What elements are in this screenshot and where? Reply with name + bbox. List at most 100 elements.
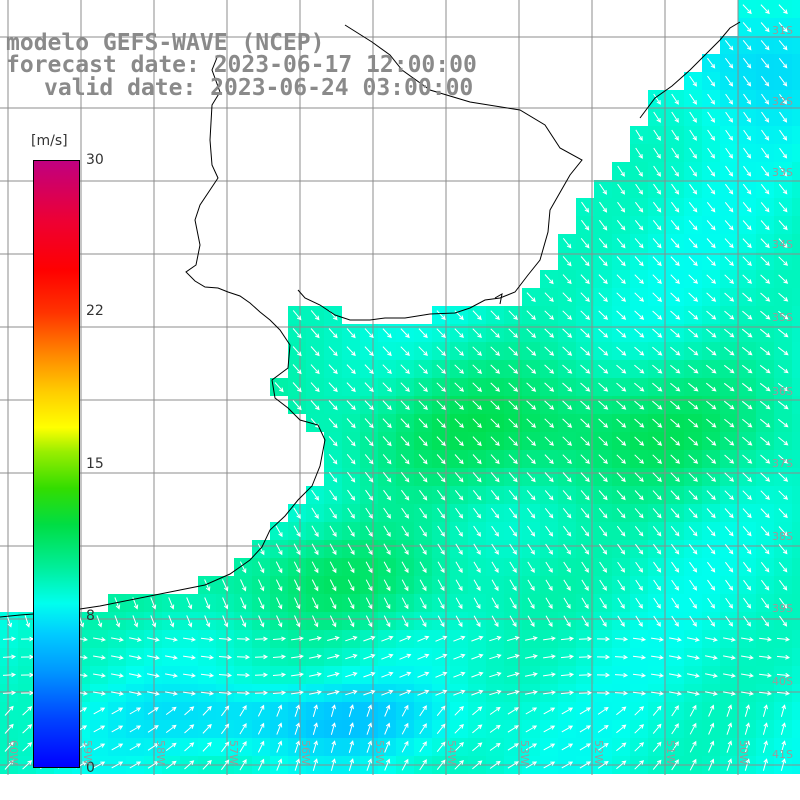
wind-arrow xyxy=(598,256,608,267)
wind-arrow xyxy=(579,761,592,769)
colorbar-tick-30: 30 xyxy=(86,152,104,168)
wind-arrow xyxy=(454,364,465,374)
wind-arrow xyxy=(348,740,354,753)
wind-arrow xyxy=(562,364,573,374)
wind-arrow xyxy=(419,615,427,628)
wind-arrow xyxy=(292,400,302,411)
wind-arrow xyxy=(776,690,791,696)
wind-arrow xyxy=(742,274,753,284)
wind-arrow xyxy=(453,689,466,696)
wind-arrow xyxy=(653,579,661,591)
wind-arrow xyxy=(382,471,392,483)
wind-arrow xyxy=(507,690,520,696)
wind-arrow xyxy=(292,382,302,393)
wind-arrow xyxy=(599,579,607,591)
wind-arrow xyxy=(310,364,320,375)
wind-arrow xyxy=(653,597,661,609)
lat-lon-grid xyxy=(0,0,800,775)
wind-arrow xyxy=(614,672,629,678)
wind-arrow xyxy=(381,635,394,642)
wind-arrow xyxy=(562,292,572,303)
wind-arrow xyxy=(726,704,733,717)
wind-arrow xyxy=(490,489,500,501)
wind-arrow xyxy=(635,579,643,591)
wind-arrow xyxy=(328,328,338,339)
wind-arrow xyxy=(725,615,733,627)
wind-arrow xyxy=(543,690,556,695)
wind-arrow xyxy=(526,346,537,356)
wind-arrow xyxy=(363,653,376,660)
wind-arrow xyxy=(652,723,662,734)
wind-arrow xyxy=(723,364,735,374)
wind-arrow xyxy=(544,274,554,285)
forecast-date: forecast date: 2023-06-17 12:00:00 xyxy=(6,52,477,78)
wind-arrow xyxy=(363,689,376,696)
wind-arrow xyxy=(597,761,609,769)
wind-arrow xyxy=(599,543,608,555)
wind-arrow xyxy=(580,472,590,483)
wind-arrow xyxy=(417,635,430,642)
wind-arrow xyxy=(509,597,517,610)
wind-arrow xyxy=(759,364,771,374)
wind-arrow xyxy=(759,346,771,356)
wind-arrow xyxy=(688,454,699,464)
wind-arrow xyxy=(598,364,609,374)
wind-arrow xyxy=(761,579,770,591)
wind-arrow xyxy=(165,673,178,678)
wind-arrow xyxy=(383,507,391,519)
wind-arrow xyxy=(490,364,501,374)
wind-arrow xyxy=(527,561,535,573)
wind-speed-cell xyxy=(792,252,800,270)
wind-arrow xyxy=(779,147,788,159)
wind-arrow xyxy=(401,525,409,537)
wind-speed-cell xyxy=(792,540,800,558)
wind-arrow xyxy=(563,579,571,592)
lat-label-39s: 39S xyxy=(772,602,793,615)
wind-arrow xyxy=(544,436,554,446)
wind-arrow xyxy=(383,525,391,537)
wind-arrow xyxy=(780,704,786,717)
wind-arrow xyxy=(652,346,663,356)
wind-arrow xyxy=(744,722,751,735)
wind-arrow xyxy=(671,201,680,213)
wind-arrow xyxy=(399,653,412,660)
wind-arrow xyxy=(688,508,698,519)
wind-speed-cell xyxy=(792,324,800,342)
lat-label-31s: 31S xyxy=(772,24,793,37)
wind-arrow xyxy=(347,543,355,556)
wind-arrow xyxy=(472,382,483,392)
wind-arrow xyxy=(742,220,752,231)
wind-arrow xyxy=(742,22,752,33)
wind-arrow xyxy=(147,673,160,678)
wind-arrow xyxy=(687,382,699,392)
wind-arrow xyxy=(632,690,647,696)
wind-arrow xyxy=(670,238,680,249)
wind-arrow xyxy=(779,597,788,609)
wind-arrow xyxy=(725,579,734,591)
wind-arrow xyxy=(329,597,337,610)
wind-arrow xyxy=(527,615,535,628)
lat-label-32s: 32S xyxy=(772,95,793,108)
wind-arrow xyxy=(254,654,269,660)
wind-arrow xyxy=(760,256,770,266)
wind-arrow xyxy=(183,637,196,642)
wind-arrow xyxy=(598,436,609,446)
wind-arrow xyxy=(276,597,283,610)
wind-arrow xyxy=(634,454,645,464)
wind-arrow xyxy=(651,691,664,696)
wind-arrow xyxy=(436,364,446,374)
wind-arrow xyxy=(778,256,789,266)
wind-arrow xyxy=(437,543,445,556)
wind-arrow xyxy=(580,310,591,320)
wind-arrow xyxy=(24,615,31,628)
wind-arrow xyxy=(724,454,735,464)
wind-arrow xyxy=(580,436,591,446)
wind-arrow xyxy=(276,704,283,717)
wind-arrow xyxy=(418,364,428,375)
wind-arrow xyxy=(168,597,175,610)
wind-arrow xyxy=(218,672,233,678)
wind-arrow xyxy=(653,615,661,627)
wind-arrow xyxy=(329,579,337,592)
wind-arrow xyxy=(455,507,464,519)
wind-arrow xyxy=(365,579,373,592)
